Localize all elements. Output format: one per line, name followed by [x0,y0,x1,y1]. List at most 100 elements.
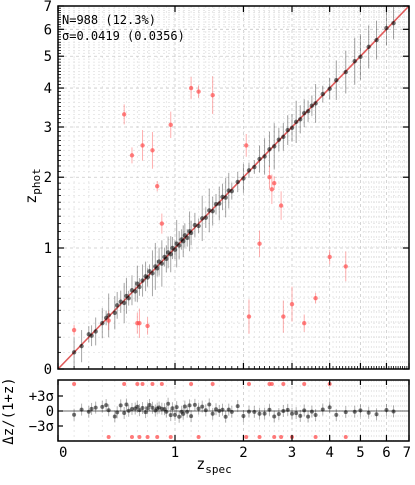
residual-point [320,407,325,412]
data-point-outlier [289,301,295,307]
annotation-count: N=988 (12.3%) [62,13,156,27]
residual-outlier [269,382,274,386]
residual-outlier [159,382,164,386]
data-point-good [366,44,371,50]
y-tick-label: 2 [44,170,52,186]
data-point-good [343,69,348,75]
data-point-good [235,179,240,185]
data-point-outlier [281,314,286,319]
residual-point [267,407,272,412]
y-tick-label: 0 [44,362,52,378]
residual-y-tick-label: +3σ [29,389,54,405]
data-point-good [252,164,257,170]
residual-point [294,411,299,416]
residual-outlier [155,435,160,439]
x-tick-label: 1 [171,445,179,461]
y-tick-label: 6 [44,22,52,38]
residual-point [235,404,240,409]
residual-point [210,411,215,416]
residual-outlier [140,382,145,386]
residual-y-tick-label: −3σ [29,419,54,435]
residual-point [164,409,169,414]
residual-point [366,410,371,415]
residual-outlier [122,382,127,386]
residual-point [118,403,123,408]
residual-point [200,404,205,409]
data-point-good [293,119,299,125]
data-point-good [320,91,325,97]
residual-point [100,404,105,409]
data-point-good [246,168,252,173]
residual-point [104,403,109,408]
residual-outlier [196,435,201,439]
residual-point [384,407,389,412]
data-point-good [298,117,303,122]
x-tick-label: 4 [325,445,333,461]
data-point-good [164,256,169,262]
y-axis-label-top: zphot [22,168,43,204]
data-point-outlier [267,175,272,180]
residual-point [327,405,332,410]
residual-point [145,406,150,411]
data-point-outlier [168,122,173,128]
residual-point [252,409,257,414]
data-point-good [313,101,318,106]
residual-point [391,409,396,414]
residual-point [257,411,262,416]
y-tick-label: 4 [44,81,52,97]
residual-outlier [150,382,155,386]
residual-point [298,413,303,418]
residual-point [229,409,234,414]
data-point-good [257,156,262,162]
residual-point [192,402,197,407]
data-point-good [213,202,219,207]
residual-outlier [168,435,173,439]
residual-point [150,405,155,410]
residual-point [223,414,228,419]
data-point-outlier [313,296,318,301]
residual-outlier [145,435,150,439]
residual-point [137,408,142,413]
residual-point [93,405,98,410]
data-point-outlier [140,143,145,148]
data-point-outlier [71,327,77,333]
data-point-good [334,77,339,83]
residual-point [129,406,134,411]
residual-point [246,409,251,414]
data-point-good [93,329,98,334]
top-panel-frame [57,5,410,370]
residual-point [226,407,231,412]
residual-outlier [210,382,215,386]
data-point-good [207,208,212,213]
data-point-good [267,147,272,152]
residual-outlier [257,435,262,439]
data-point-outlier [278,203,284,208]
residual-outlier [106,435,111,439]
y-tick-label: 1 [44,241,52,257]
bottom-panel: +3σ0−3σ0 1 2 3 4 5 6 7 [29,379,411,461]
data-point-good [118,299,123,304]
residual-point [86,409,91,414]
data-point-good [327,86,332,91]
data-point-outlier [257,241,262,246]
data-point-good [276,137,282,142]
residual-point [313,412,318,417]
residual-point [166,401,171,406]
residual-point [220,407,225,412]
residual-point [281,408,286,413]
data-point-good [168,252,173,257]
data-point-outlier [121,112,127,117]
residual-point [181,411,186,416]
x-tick-label: 3 [288,445,296,461]
data-point-good [200,216,205,221]
residual-point [173,412,177,417]
data-point-outlier [155,183,160,189]
data-point-good [285,127,290,133]
residual-point [241,413,246,418]
data-point-good [203,215,208,220]
data-point-good [391,20,396,26]
data-point-good [223,195,228,200]
data-point-good [302,110,307,116]
data-point-good [192,222,198,228]
residual-point [72,412,77,417]
